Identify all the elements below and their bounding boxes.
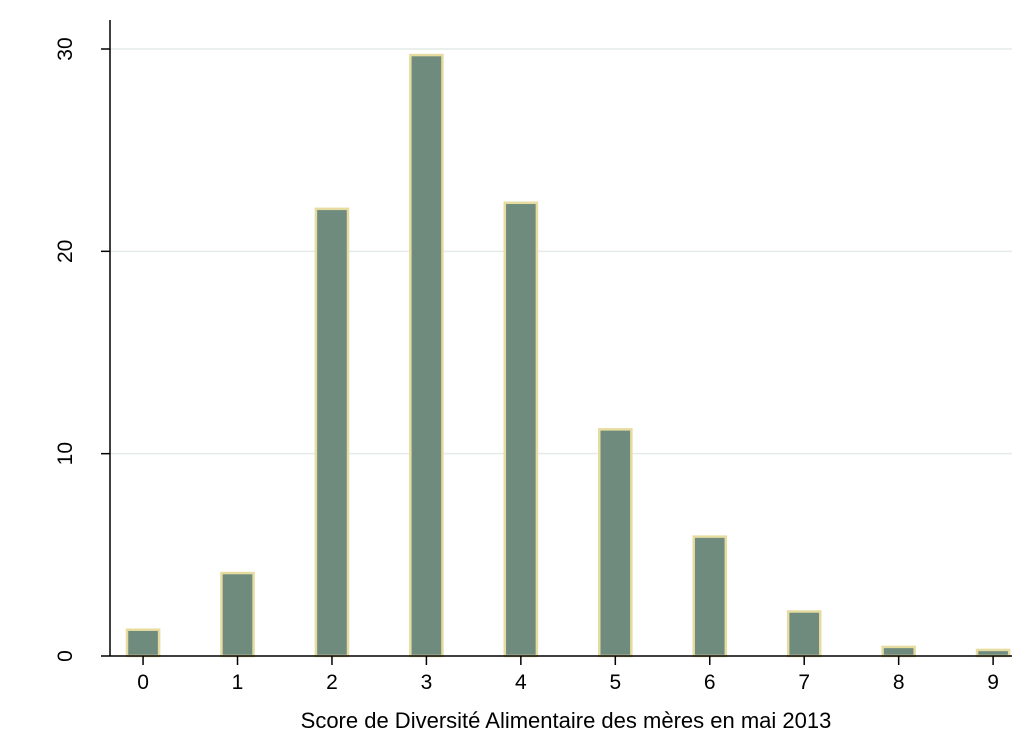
x-tick-label-4: 4: [515, 671, 527, 694]
x-tick-label-1: 1: [232, 671, 244, 694]
x-ticks: 0 1 2 3 4 5 6 7 8 9: [137, 656, 999, 694]
axes: [109, 20, 1012, 657]
bar-9: [975, 648, 1011, 658]
bar-3: [409, 53, 444, 658]
bar-0: [125, 628, 161, 658]
y-tick-label-10: 10: [54, 442, 77, 465]
bar-5: [598, 428, 633, 658]
x-tick-label-8: 8: [893, 671, 905, 694]
x-tick-label-2: 2: [326, 671, 338, 694]
bar-2: [314, 207, 350, 658]
bar-1: [220, 571, 255, 658]
x-tick-label-9: 9: [987, 671, 999, 694]
bar-4: [503, 201, 539, 658]
x-axis-title: Score de Diversité Alimentaire des mères…: [301, 708, 832, 733]
y-tick-label-20: 20: [54, 240, 77, 263]
x-tick-label-7: 7: [798, 671, 810, 694]
bars: [125, 53, 1011, 658]
x-tick-label-5: 5: [609, 671, 621, 694]
y-ticks: 0 10 20 30: [54, 37, 110, 662]
x-tick-label-3: 3: [421, 671, 433, 694]
y-tick-label-30: 30: [54, 37, 77, 60]
gridlines: [110, 48, 1012, 455]
bar-8: [881, 645, 916, 658]
bar-7: [786, 610, 822, 658]
y-tick-label-0: 0: [54, 650, 77, 662]
x-tick-label-6: 6: [704, 671, 716, 694]
x-tick-label-0: 0: [137, 671, 149, 694]
bar-6: [692, 535, 728, 658]
